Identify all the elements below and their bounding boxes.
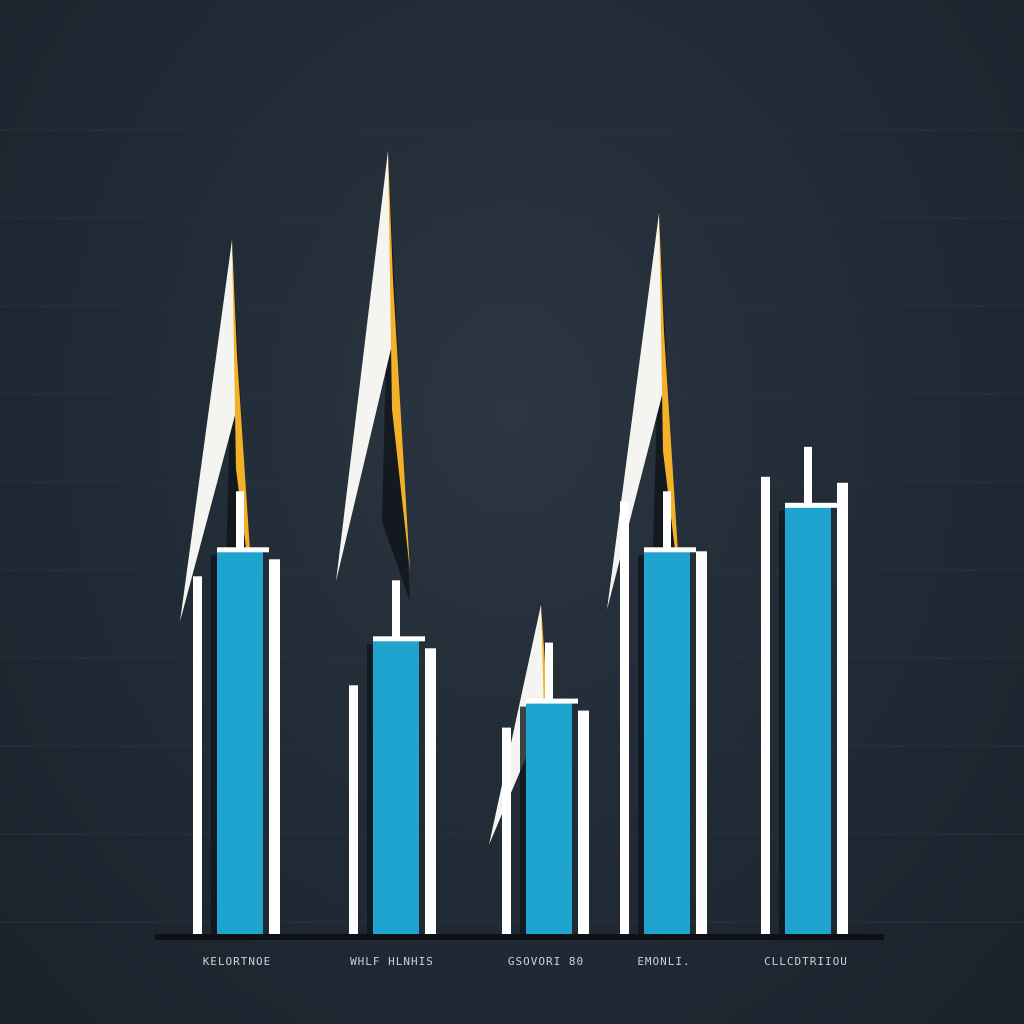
bar-shadow xyxy=(520,706,526,934)
bar-right-rail xyxy=(837,482,848,934)
spike-gold xyxy=(388,150,410,572)
bar-shadow xyxy=(367,644,373,934)
bar xyxy=(526,702,572,934)
spike-white xyxy=(180,239,236,622)
bar-shadow xyxy=(211,555,217,934)
bar-shadow xyxy=(638,555,644,934)
spike-gold xyxy=(659,213,681,600)
bar-right-rail xyxy=(578,710,589,934)
bar-whisker xyxy=(545,642,553,703)
spike-gold xyxy=(232,239,254,612)
bar-left-rail xyxy=(502,727,511,934)
bar-left-rail xyxy=(193,576,202,934)
category-label: CLLCDTRIIOU xyxy=(764,955,848,968)
bar xyxy=(644,551,690,934)
bar-right-rail xyxy=(696,551,707,934)
bar xyxy=(373,640,419,934)
category-label: GSOVORI 80 xyxy=(508,955,584,968)
bar-left-rail xyxy=(761,476,770,934)
bar-whisker xyxy=(663,491,671,552)
bars xyxy=(193,446,848,934)
bar-left-rail xyxy=(349,685,358,934)
bar-whisker xyxy=(804,446,812,507)
bar-left-rail xyxy=(620,501,629,934)
bar-right-rail xyxy=(269,559,280,934)
category-label: WHLF HLNHIS xyxy=(350,955,434,968)
category-label: KELORTNOE xyxy=(203,955,272,968)
category-label: EMONLI. xyxy=(637,955,690,968)
bar-shadow xyxy=(779,510,785,934)
category-labels: KELORTNOE WHLF HLNHIS GSOVORI 80 EMONLI. CLL… xyxy=(203,955,848,968)
bar-whisker xyxy=(392,580,400,641)
bar xyxy=(217,551,263,934)
spike-white xyxy=(336,150,392,582)
bar xyxy=(785,506,831,934)
bar-whisker xyxy=(236,491,244,552)
bar-right-rail xyxy=(425,648,436,934)
grid-lines xyxy=(0,129,1024,923)
